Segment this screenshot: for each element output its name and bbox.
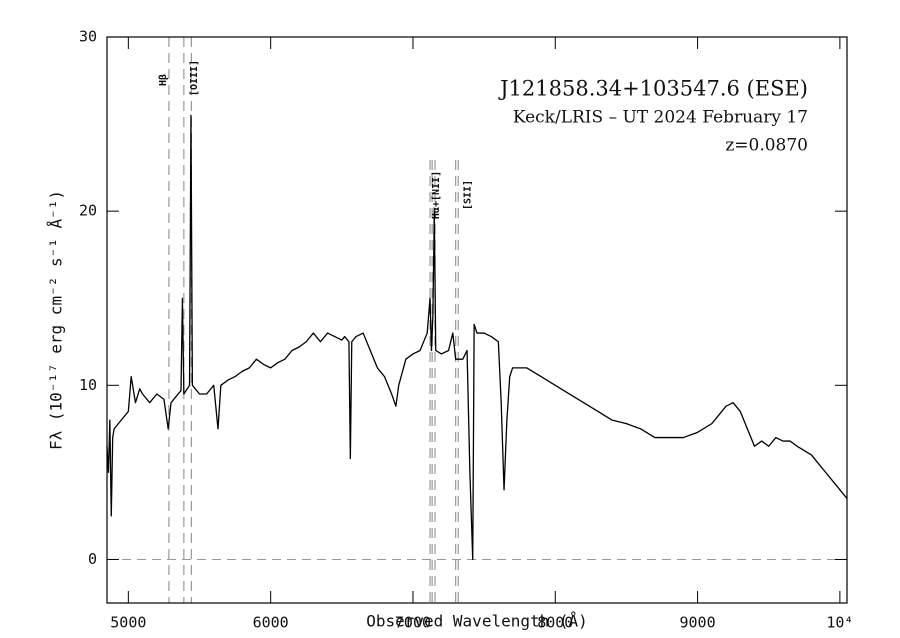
y-tick-label: 0 xyxy=(88,550,97,568)
x-tick-label: 7000 xyxy=(395,614,431,632)
x-tick-label: 9000 xyxy=(680,614,716,632)
annotation: Keck/LRIS – UT 2024 February 17 xyxy=(513,108,808,128)
annotation: J121858.34+103547.6 (ESE) xyxy=(498,77,808,101)
spectrum-line xyxy=(106,114,848,561)
y-tick-label: 20 xyxy=(79,202,97,220)
line-marker-label: Hα+[NII] xyxy=(431,171,442,219)
line-marker-label: [OIII] xyxy=(189,60,200,96)
plot-frame xyxy=(106,36,848,604)
y-tick-label: 10 xyxy=(79,376,97,394)
x-tick-label: 6000 xyxy=(253,614,289,632)
annotation: z=0.0870 xyxy=(725,136,808,156)
x-tick-label: 10⁴ xyxy=(826,614,853,632)
line-marker-label: Hβ xyxy=(158,74,169,86)
x-tick-label: 5000 xyxy=(110,614,146,632)
y-tick-label: 30 xyxy=(79,28,97,46)
y-axis-label: Fλ (10⁻¹⁷ erg cm⁻² s⁻¹ Å⁻¹) xyxy=(47,190,66,450)
line-marker-label: [SII] xyxy=(463,180,474,210)
x-tick-label: 8000 xyxy=(537,614,573,632)
x-axis-label: Observed Wavelength (Å) xyxy=(366,612,588,631)
